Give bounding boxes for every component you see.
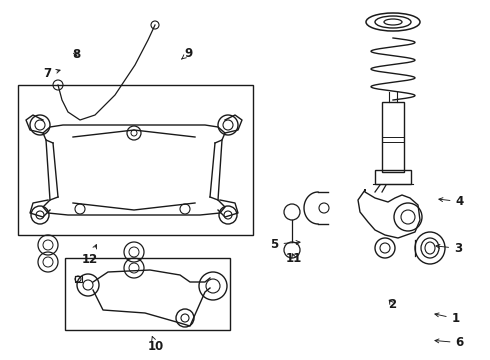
Text: 4: 4 — [439, 195, 464, 208]
Text: 2: 2 — [388, 298, 396, 311]
Text: 8: 8 — [72, 48, 80, 60]
Text: 5: 5 — [270, 238, 300, 251]
Text: 11: 11 — [286, 252, 302, 265]
Text: 12: 12 — [81, 245, 98, 266]
Bar — [18, 85, 253, 235]
Bar — [382, 102, 404, 172]
Bar — [65, 258, 230, 330]
Text: 6: 6 — [435, 336, 464, 349]
Text: 3: 3 — [436, 242, 462, 255]
Text: 10: 10 — [147, 337, 164, 353]
Text: 1: 1 — [435, 312, 460, 325]
Text: 7: 7 — [44, 67, 60, 80]
Text: 9: 9 — [182, 47, 193, 60]
Bar — [375, 170, 411, 184]
